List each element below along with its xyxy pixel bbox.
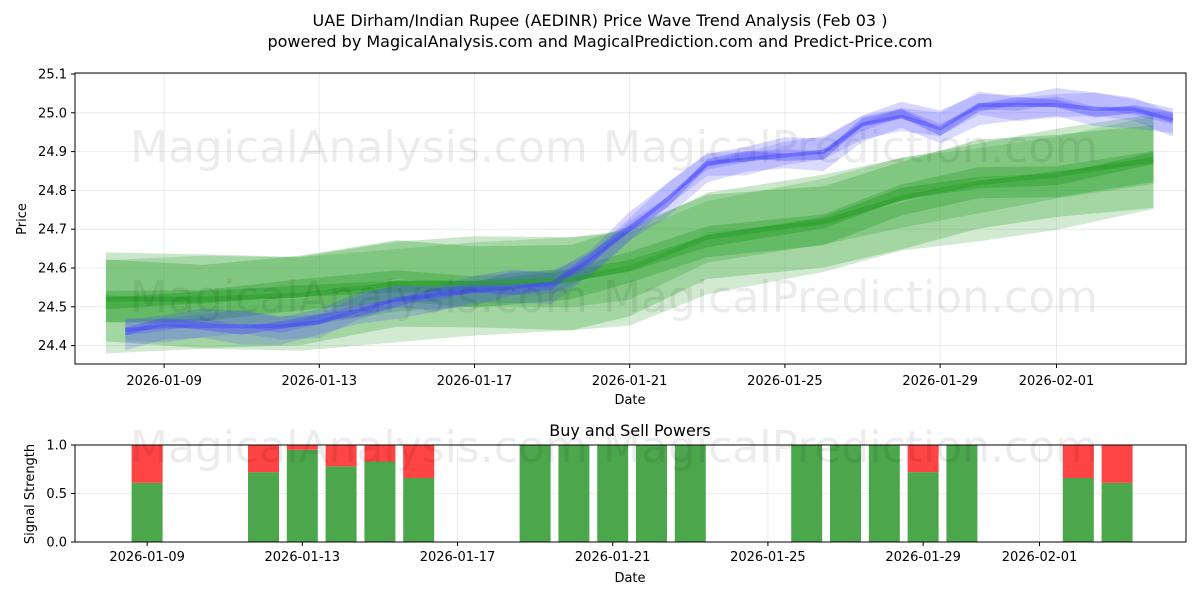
buy-bar [597, 445, 629, 542]
chart-title-line1: UAE Dirham/Indian Rupee (AEDINR) Price W… [313, 11, 888, 30]
top-y-tick-label: 24.6 [38, 262, 67, 277]
sell-bar [325, 445, 357, 467]
buy-bar [403, 477, 435, 542]
top-x-tick-label: 2026-01-29 [902, 374, 978, 389]
buy-bar [830, 445, 861, 542]
buy-bar [868, 445, 900, 542]
bottom-y-tick-label: 0.5 [46, 487, 67, 502]
sell-bar [364, 445, 396, 462]
green-wave-band [105, 150, 1154, 322]
buy-bar [636, 445, 667, 542]
bottom-x-tick-label: 2026-01-25 [730, 550, 806, 565]
blue-wave-band [125, 91, 1173, 343]
bottom-y-tick-label: 1.0 [46, 439, 67, 454]
top-y-tick-label: 25.0 [38, 106, 67, 121]
sell-bar [286, 445, 318, 450]
green-wave-band [105, 152, 1154, 310]
buy-bar [791, 445, 823, 542]
bottom-x-tick-label: 2026-01-09 [109, 550, 185, 565]
top-chart-frame [74, 72, 1187, 365]
buy-bar [364, 461, 396, 542]
buy-bar [248, 472, 279, 542]
top-x-tick-label: 2026-01-25 [747, 374, 823, 389]
buy-bar [1062, 477, 1094, 542]
top-y-tick-label: 24.4 [38, 339, 67, 354]
sell-bar [1062, 445, 1094, 478]
buy-bar [131, 482, 163, 542]
top-y-axis-label: Price [15, 203, 30, 235]
top-y-tick-label: 25.1 [38, 68, 67, 83]
green-trend-line [105, 156, 1154, 302]
top-x-tick-label: 2026-01-09 [126, 374, 202, 389]
buy-bar [1101, 482, 1133, 542]
bottom-y-axis-label: Signal Strength [23, 444, 38, 544]
buy-bar [946, 445, 978, 542]
buy-bar [519, 445, 551, 542]
top-chart-x-axis: 2026-01-09 2026-01-13 2026-01-17 2026-01-21… [126, 364, 1094, 389]
sell-bar [131, 445, 163, 483]
bottom-x-axis-label: Date [614, 571, 645, 586]
sell-bar [248, 445, 279, 473]
sell-bar [907, 445, 939, 473]
top-x-tick-label: 2026-01-21 [592, 374, 668, 389]
chart-title-line2: powered by MagicalAnalysis.com and Magic… [267, 32, 932, 51]
top-x-tick-label: 2026-02-01 [1019, 374, 1095, 389]
bottom-chart-x-axis: 2026-01-09 2026-01-13 2026-01-17 2026-01-21… [109, 542, 1077, 565]
top-y-tick-label: 24.7 [38, 223, 67, 238]
buy-bar [907, 472, 939, 542]
top-x-tick-label: 2026-01-17 [437, 374, 513, 389]
green-wave-band [105, 125, 1154, 304]
buy-bar [674, 445, 706, 542]
top-x-axis-label: Date [614, 393, 645, 408]
bottom-x-tick-label: 2026-02-01 [1002, 550, 1078, 565]
sell-bar [1101, 445, 1133, 483]
bottom-chart-y-axis: 0.0 0.5 1.0 [46, 439, 75, 551]
buy-bar [558, 445, 590, 542]
top-chart-grid [75, 73, 1186, 364]
watermark-top-right: MagicalPrediction.com [603, 122, 1098, 173]
top-x-tick-label: 2026-01-13 [282, 374, 358, 389]
top-chart-lines [105, 103, 1174, 333]
top-y-tick-label: 24.9 [38, 145, 67, 160]
bottom-y-tick-label: 0.0 [46, 536, 67, 551]
bottom-x-tick-label: 2026-01-29 [885, 550, 961, 565]
green-wave-band [105, 114, 1154, 327]
green-wave-band [105, 161, 1154, 349]
blue-price-line [125, 103, 1174, 333]
watermark-mid-left: MagicalAnalysis.com [130, 272, 588, 323]
top-y-tick-label: 24.8 [38, 184, 67, 199]
watermark-top-left: MagicalAnalysis.com [130, 122, 588, 173]
bottom-x-tick-label: 2026-01-13 [265, 550, 341, 565]
blue-wave-band [125, 97, 1173, 336]
top-y-tick-label: 24.5 [38, 300, 67, 315]
blue-wave-band [125, 96, 1173, 351]
blue-wave-band [125, 88, 1173, 336]
bottom-x-tick-label: 2026-01-21 [575, 550, 651, 565]
bottom-chart-title: Buy and Sell Powers [549, 421, 711, 440]
bottom-chart-bars [131, 445, 1133, 542]
watermark-mid-right: MagicalPrediction.com [603, 272, 1098, 323]
watermark-bottom-right: MagicalPrediction.com [603, 422, 1098, 473]
sell-bar [403, 445, 435, 478]
top-chart-y-axis: 24.4 24.5 24.6 24.7 24.8 24.9 25.0 25.1 [38, 68, 75, 354]
green-wave-band [105, 115, 1154, 354]
top-chart-bands [105, 88, 1173, 354]
bottom-x-tick-label: 2026-01-17 [420, 550, 496, 565]
buy-bar [286, 449, 318, 542]
watermark-bottom-left: MagicalAnalysis.com [130, 422, 588, 473]
buy-bar [325, 466, 357, 542]
